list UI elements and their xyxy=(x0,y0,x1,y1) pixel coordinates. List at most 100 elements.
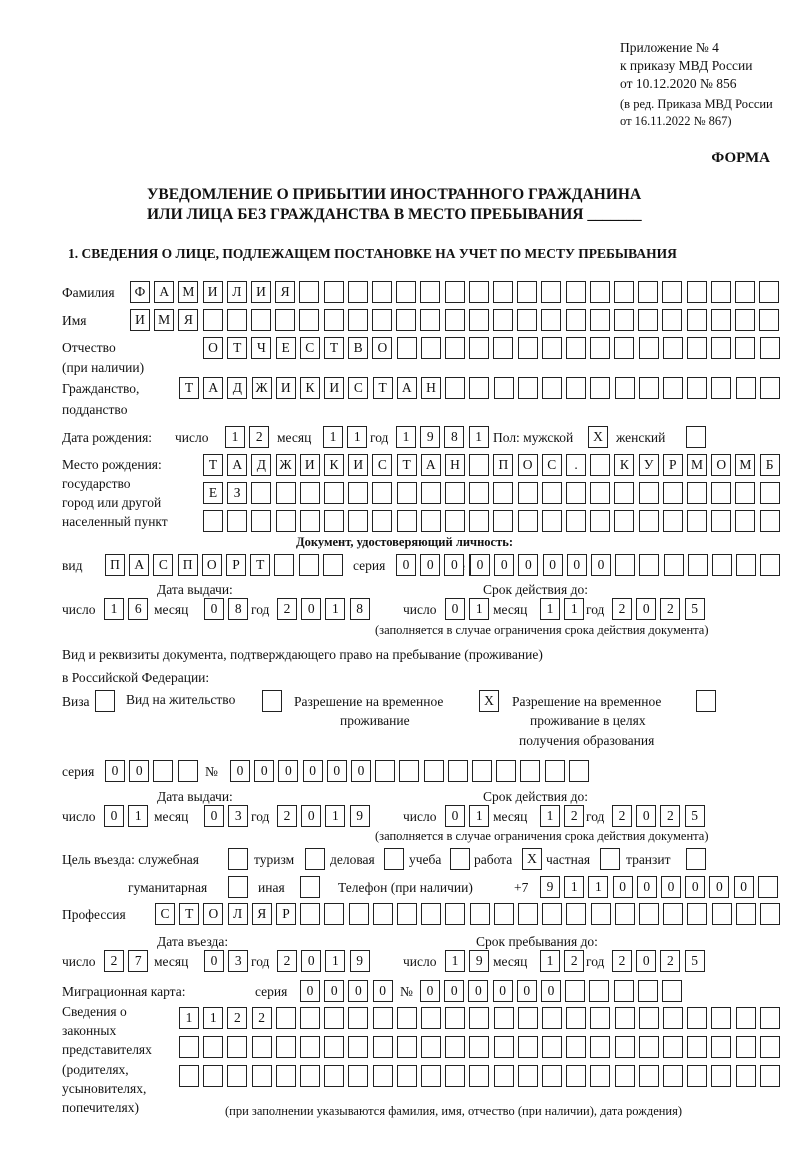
mc-number-cell[interactable]: 0 xyxy=(420,980,440,1002)
rep2-cell[interactable] xyxy=(517,1036,538,1058)
birthplace1-cell[interactable]: И xyxy=(348,454,369,476)
surname-cell[interactable] xyxy=(372,281,392,303)
visa-checkbox[interactable] xyxy=(95,690,115,712)
mc-number-cell[interactable] xyxy=(662,980,682,1002)
right-valid-month-cell[interactable]: 1 xyxy=(540,805,560,827)
birthplace3-cell[interactable] xyxy=(517,510,538,532)
doc-valid-month-cell[interactable]: 1 xyxy=(564,598,585,620)
phone-cell[interactable]: 0 xyxy=(636,876,657,898)
birthplace3-cell[interactable] xyxy=(638,510,659,532)
purpose-humanitarian-checkbox[interactable] xyxy=(228,876,248,898)
name-cell[interactable]: Я xyxy=(178,309,199,331)
surname-cell[interactable] xyxy=(710,281,731,303)
rep1-cell[interactable]: 1 xyxy=(179,1007,199,1029)
birthplace2-cell[interactable] xyxy=(324,482,344,504)
birthplace3-cell[interactable] xyxy=(614,510,635,532)
birthplace2-cell[interactable] xyxy=(638,482,659,504)
right-valid-day-cell[interactable]: 1 xyxy=(469,805,490,827)
rep2-cell[interactable] xyxy=(493,1036,514,1058)
patronymic-cell[interactable] xyxy=(493,337,514,359)
rep3-cell[interactable] xyxy=(300,1065,320,1087)
birthplace1-cell[interactable]: Ж xyxy=(275,454,296,476)
right-number-cell[interactable]: 0 xyxy=(302,760,323,782)
profession-cell[interactable]: Л xyxy=(227,903,248,925)
sex-female-checkbox[interactable] xyxy=(686,426,706,448)
birthplace1-cell[interactable]: О xyxy=(517,454,538,476)
birthplace3-cell[interactable] xyxy=(711,510,732,532)
citizenship-cell[interactable]: Т xyxy=(372,377,393,399)
rep1-cell[interactable] xyxy=(445,1007,466,1029)
mc-series-cell[interactable]: 0 xyxy=(300,980,320,1002)
patronymic-cell[interactable] xyxy=(396,337,417,359)
profession-cell[interactable] xyxy=(566,903,587,925)
birthplace3-cell[interactable] xyxy=(275,510,296,532)
patronymic-cell[interactable]: В xyxy=(348,337,369,359)
doc-kind-cell[interactable]: П xyxy=(177,554,198,576)
patronymic-cell[interactable]: О xyxy=(372,337,393,359)
entry-year-cell[interactable]: 2 xyxy=(277,950,297,972)
birthplace1-cell[interactable]: Б xyxy=(759,454,780,476)
birthplace3-cell[interactable] xyxy=(662,510,683,532)
name-cell[interactable] xyxy=(614,309,634,331)
right-number-cell[interactable]: 0 xyxy=(351,760,371,782)
surname-cell[interactable] xyxy=(444,281,465,303)
surname-cell[interactable] xyxy=(759,281,780,303)
rep1-cell[interactable]: 2 xyxy=(227,1007,248,1029)
profession-cell[interactable] xyxy=(687,903,708,925)
citizenship-cell[interactable]: И xyxy=(324,377,345,399)
patronymic-cell[interactable] xyxy=(469,337,490,359)
doc-series-cell[interactable]: 0 xyxy=(444,554,465,576)
rep2-cell[interactable] xyxy=(614,1036,635,1058)
surname-cell[interactable]: И xyxy=(202,281,223,303)
birthplace3-cell[interactable] xyxy=(590,510,611,532)
rep2-cell[interactable] xyxy=(251,1036,272,1058)
name-cell[interactable] xyxy=(662,309,683,331)
mc-series-cell[interactable]: 0 xyxy=(324,980,345,1002)
doc-number-cell[interactable]: 0 xyxy=(591,554,611,576)
right-valid-month-cell[interactable]: 2 xyxy=(564,805,585,827)
birthplace3-cell[interactable] xyxy=(541,510,562,532)
birthplace2-cell[interactable] xyxy=(275,482,296,504)
phone-cell[interactable]: 0 xyxy=(733,876,754,898)
birthplace2-cell[interactable] xyxy=(590,482,611,504)
rep1-cell[interactable] xyxy=(663,1007,683,1029)
right-series-cell[interactable]: 0 xyxy=(129,760,150,782)
name-cell[interactable] xyxy=(468,309,489,331)
rep1-cell[interactable] xyxy=(396,1007,417,1029)
citizenship-cell[interactable] xyxy=(566,377,587,399)
birthplace2-cell[interactable] xyxy=(614,482,635,504)
citizenship-cell[interactable]: Ж xyxy=(251,377,272,399)
birthplace3-cell[interactable] xyxy=(203,510,223,532)
profession-cell[interactable] xyxy=(590,903,611,925)
right-number-cell[interactable] xyxy=(375,760,396,782)
patronymic-cell[interactable]: С xyxy=(299,337,320,359)
birthplace2-cell[interactable] xyxy=(662,482,683,504)
birthplace3-cell[interactable] xyxy=(687,510,707,532)
doc-kind-cell[interactable] xyxy=(274,554,295,576)
rep2-cell[interactable] xyxy=(348,1036,369,1058)
purpose-study-checkbox[interactable] xyxy=(450,848,470,870)
rep1-cell[interactable]: 1 xyxy=(203,1007,224,1029)
rep2-cell[interactable] xyxy=(735,1036,756,1058)
surname-cell[interactable] xyxy=(541,281,562,303)
name-cell[interactable] xyxy=(493,309,513,331)
profession-cell[interactable] xyxy=(397,903,417,925)
name-cell[interactable] xyxy=(735,309,755,331)
birthplace1-cell[interactable] xyxy=(469,454,490,476)
name-cell[interactable] xyxy=(420,309,441,331)
purpose-other-checkbox[interactable] xyxy=(300,876,320,898)
birthplace3-cell[interactable] xyxy=(420,510,441,532)
birthplace2-cell[interactable] xyxy=(469,482,490,504)
patronymic-cell[interactable] xyxy=(735,337,756,359)
rep3-cell[interactable] xyxy=(735,1065,756,1087)
purpose-tourism-checkbox[interactable] xyxy=(305,848,325,870)
doc-valid-month-cell[interactable]: 1 xyxy=(540,598,560,620)
birthplace3-cell[interactable] xyxy=(469,510,490,532)
rep1-cell[interactable] xyxy=(614,1007,635,1029)
birthplace2-cell[interactable] xyxy=(348,482,369,504)
surname-cell[interactable] xyxy=(565,281,586,303)
birthplace3-cell[interactable] xyxy=(299,510,320,532)
name-cell[interactable] xyxy=(638,309,659,331)
profession-cell[interactable]: С xyxy=(155,903,175,925)
rep3-cell[interactable] xyxy=(421,1065,441,1087)
